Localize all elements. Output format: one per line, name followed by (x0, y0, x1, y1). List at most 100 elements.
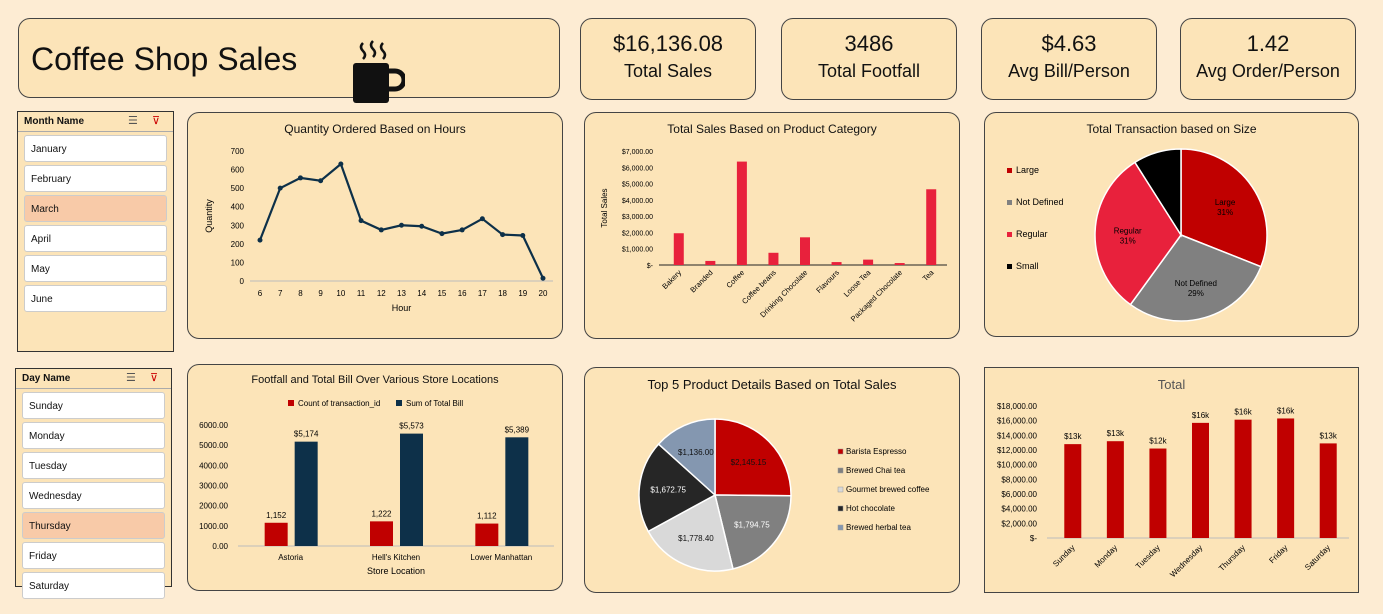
slice-label: $1,672.75 (650, 485, 686, 494)
legend-label: Brewed herbal tea (846, 523, 911, 532)
data-label: $5,573 (399, 422, 424, 431)
slice-label: Not Defined (1175, 279, 1217, 288)
pie-slice (1129, 234, 1262, 322)
x-axis-label: Hour (392, 303, 412, 313)
y-tick-label: 4000.00 (199, 461, 228, 470)
x-tick-label: 10 (336, 289, 345, 298)
pie-slice (1180, 148, 1268, 268)
kpi-total-footfall: 3486 Total Footfall (781, 18, 957, 100)
slicer-item-april[interactable]: April (24, 225, 167, 252)
kpi-label: Total Footfall (817, 61, 921, 81)
series-line (258, 162, 544, 279)
slice-label: $1,136.00 (678, 448, 714, 457)
kpi-total-sales: $16,136.08 Total Sales (580, 18, 756, 100)
bar (475, 523, 499, 546)
day-slicer: Day Name ☰ ⊽ Sunday Monday Tuesday Wednesda… (15, 368, 172, 599)
legend-swatch (837, 486, 844, 493)
slicer-item-saturday[interactable]: Saturday (22, 572, 165, 599)
size-chart-panel: Total Transaction based on Size Large Not… (984, 112, 1359, 337)
legend-label: Gourmet brewed coffee (846, 485, 930, 494)
kpi-value: 1.42 (1246, 31, 1290, 56)
data-label: $5,174 (294, 430, 319, 439)
bar (1277, 418, 1295, 538)
hours-line-chart: 0 100 200 300 400 500 600 700 6 7 8 9 10 11 12 13 14 15 16… (204, 147, 553, 313)
y-tick-label: $4,000.00 (1001, 505, 1037, 514)
x-tick-label: Tea (921, 267, 937, 283)
y-tick-label: 5000.00 (199, 441, 228, 450)
data-point (358, 218, 364, 224)
x-tick-label: Loose Tea (842, 267, 873, 298)
y-tick-label: $1,000.00 (622, 247, 653, 254)
clear-filter-icon[interactable]: ⊽ (150, 372, 159, 384)
x-tick-label: Monday (1093, 543, 1119, 569)
title-panel: Coffee Shop Sales (18, 18, 560, 103)
slicer-item-monday[interactable]: Monday (22, 422, 165, 449)
y-tick-label: $16,000.00 (997, 417, 1038, 426)
x-tick-label: 17 (478, 289, 487, 298)
x-tick-label: 7 (278, 289, 283, 298)
y-tick-label: $2,000.00 (1001, 519, 1037, 528)
bar (926, 189, 937, 265)
slicer-item-sunday[interactable]: Sunday (22, 392, 165, 419)
days-chart-panel: Total $- $2,000.00 $4,000.00 $6,000.00 $8,00… (984, 367, 1359, 593)
x-tick-label: 15 (437, 289, 446, 298)
bar (1149, 448, 1167, 538)
bar (400, 433, 423, 546)
slice-label: Large (1215, 198, 1236, 207)
x-tick-label: Thursday (1217, 543, 1247, 573)
bar (705, 260, 716, 265)
kpi-label: Total Sales (623, 61, 713, 81)
bar (370, 521, 393, 546)
kpi-avg-bill: $4.63 Avg Bill/Person (981, 18, 1157, 100)
x-tick-label: Saturday (1303, 543, 1332, 572)
multi-select-icon[interactable]: ☰ (126, 372, 136, 384)
kpi-value: $16,136.08 (612, 31, 724, 56)
slicer-item-february[interactable]: February (24, 165, 167, 192)
data-label: $12k (1149, 437, 1167, 446)
x-tick-label: 18 (498, 289, 507, 298)
data-label: $5,389 (505, 425, 530, 434)
legend-swatch (288, 400, 294, 406)
data-point (399, 222, 404, 228)
slicer-item-march[interactable]: March (24, 195, 167, 222)
slicer-title: Month Name (24, 116, 84, 127)
month-slicer: Month Name ☰ ⊽ January February March April… (17, 111, 174, 352)
x-tick-label: 16 (458, 289, 467, 298)
slicer-item-may[interactable]: May (24, 255, 167, 282)
y-tick-label: $3,000.00 (622, 214, 653, 221)
slicer-header: Day Name ☰ ⊽ (16, 369, 171, 389)
x-axis-label: Store Location (367, 566, 425, 576)
slicer-item-wednesday[interactable]: Wednesday (22, 482, 165, 509)
slicer-item-thursday[interactable]: Thursday (22, 512, 165, 539)
legend-label: Small (1016, 261, 1039, 271)
slicer-title: Day Name (22, 373, 71, 384)
top5-pie-chart: $2,145.15 $1,794.75 $1,778.40 $1,672.75 $1,1… (638, 418, 930, 572)
slicer-item-friday[interactable]: Friday (22, 542, 165, 569)
x-tick-label: Hell's Kitchen (372, 553, 420, 562)
store-bar-chart: Count of transaction_id Sum of Total Bill… (199, 399, 554, 576)
data-point (459, 227, 465, 233)
slicer-item-tuesday[interactable]: Tuesday (22, 452, 165, 479)
multi-select-icon[interactable]: ☰ (128, 115, 138, 127)
clear-filter-icon[interactable]: ⊽ (152, 115, 161, 127)
top5-chart-panel: Top 5 Product Details Based on Total Sal… (584, 367, 960, 593)
x-tick-label: 9 (318, 289, 323, 298)
x-tick-label: Bakery (660, 268, 683, 291)
data-label: $13k (1064, 432, 1082, 441)
data-label: $16k (1277, 406, 1295, 415)
legend-swatch (396, 400, 402, 406)
y-tick-label: $8,000.00 (1001, 475, 1037, 484)
bar (736, 161, 747, 265)
data-point (297, 175, 303, 181)
slicer-item-january[interactable]: January (24, 135, 167, 162)
legend-swatch (837, 524, 844, 531)
y-tick-label: 2000.00 (199, 502, 228, 511)
bar (505, 437, 529, 546)
y-tick-label: 200 (231, 240, 245, 249)
data-label: $16k (1192, 411, 1210, 420)
slicer-item-june[interactable]: June (24, 285, 167, 312)
bar (264, 522, 288, 546)
slicer-header: Month Name ☰ ⊽ (18, 112, 173, 132)
slice-pct: 31% (1120, 236, 1136, 245)
bar (294, 441, 318, 546)
